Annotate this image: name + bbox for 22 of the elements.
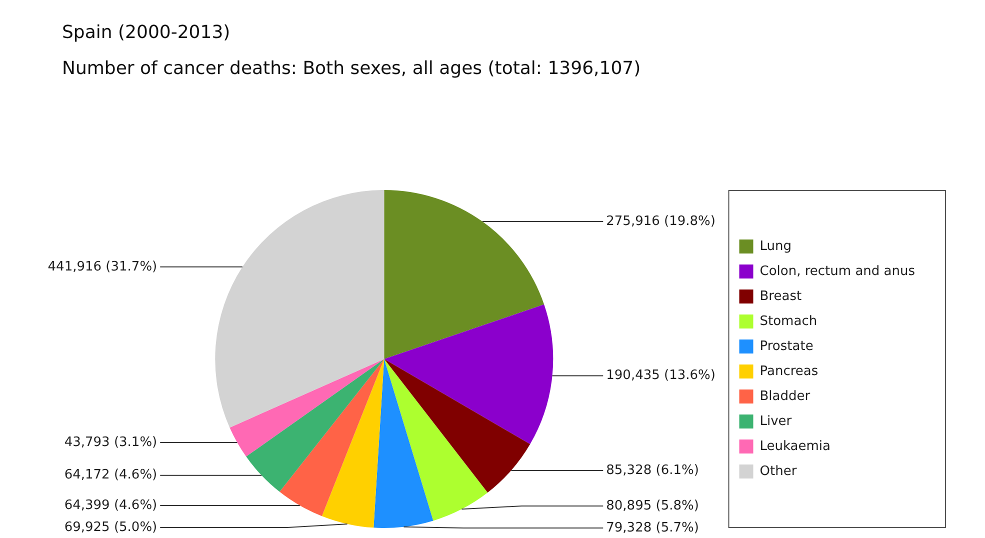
- legend-label: Lung: [760, 238, 792, 254]
- chart-title: Spain (2000-2013): [62, 22, 230, 43]
- data-label: 80,895 (5.8%): [606, 498, 699, 514]
- data-label: 69,925 (5.0%): [64, 520, 158, 535]
- legend-label: Other: [760, 464, 798, 479]
- legend-label: Breast: [760, 288, 802, 304]
- legend-label: Colon, rectum and anus: [760, 264, 916, 279]
- legend-label: Stomach: [760, 314, 818, 329]
- data-label: 64,172 (4.6%): [64, 468, 158, 483]
- data-label: 275,916 (19.8%): [606, 214, 716, 229]
- data-label: 190,435 (13.6%): [606, 368, 716, 384]
- legend-label: Bladder: [760, 388, 811, 404]
- data-label: 43,793 (3.1%): [64, 434, 158, 450]
- chart-subtitle: Number of cancer deaths: Both sexes, all ages (total: 1396,107): [62, 58, 641, 79]
- data-label: 85,328 (6.1%): [606, 462, 699, 478]
- data-label: 64,399 (4.6%): [64, 498, 158, 513]
- legend-label: Leukaemia: [760, 438, 831, 454]
- legend-label: Prostate: [760, 338, 814, 354]
- legend-label: Liver: [760, 414, 792, 429]
- data-label: 79,328 (5.7%): [606, 520, 699, 536]
- data-label: 441,916 (31.7%): [48, 259, 158, 274]
- legend-label: Pancreas: [760, 364, 818, 379]
